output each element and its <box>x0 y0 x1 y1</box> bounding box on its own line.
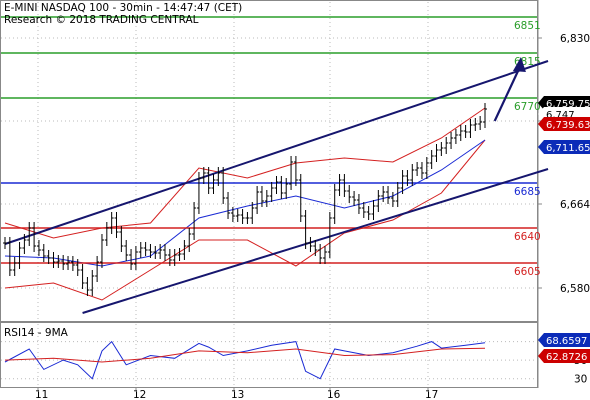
price-tag-last <box>538 96 590 110</box>
x-tick-label: 16 <box>327 389 341 400</box>
rsi-series <box>4 340 486 380</box>
level-label-6770: 6770 <box>514 101 541 113</box>
y-tick-label: 6,830 <box>560 33 590 45</box>
channel-upper-line <box>4 60 549 245</box>
y-tick-label: 6,580 <box>560 283 590 295</box>
price-tag-text-last: 6,759.75 <box>546 99 590 110</box>
price-series <box>3 103 487 296</box>
rsi-tag-rsi <box>538 333 590 347</box>
time-axis: 11 12 13 16 17 <box>35 388 438 400</box>
level-label-6605: 6605 <box>514 266 541 278</box>
dotted-grid <box>1 2 537 387</box>
main-panel-frame <box>0 0 538 322</box>
rsi-tag-rsi_ma <box>538 349 590 363</box>
copyright-text: Research © 2018 TRADING CENTRAL <box>4 14 199 26</box>
level-label-6851: 6851 <box>514 20 541 32</box>
price-tag-text-bb_mid: 6,739.63 <box>546 120 590 131</box>
price-tag-text-ma_blue: 6,711.65 <box>546 143 590 154</box>
rsi-ma-line <box>4 347 486 363</box>
rsi-tag-text-rsi: 68.6597 <box>546 336 587 347</box>
x-tick-label: 12 <box>133 389 146 400</box>
rsi-label: RSI14 - 9MA <box>4 327 69 339</box>
level-label-6640: 6640 <box>514 231 541 243</box>
chart-title: E-MINI NASDAQ 100 - 30min - 14:47:47 (CE… <box>4 2 242 14</box>
forecast-arrow-head <box>512 57 526 72</box>
x-tick-label: 13 <box>231 389 244 400</box>
x-tick-label: 11 <box>35 389 48 400</box>
price-tag-text-bb_upper: 6,747 <box>546 110 575 121</box>
rsi-tag-text-rsi_ma: 62.8726 <box>546 352 587 363</box>
level-label-6685: 6685 <box>514 186 541 198</box>
price-tag-bb_mid <box>538 117 590 131</box>
price-tag-ma_blue <box>538 140 590 154</box>
rsi-panel-frame <box>0 322 538 388</box>
rsi-line <box>4 340 486 380</box>
y-tick-label: 6,664 <box>560 199 590 211</box>
bollinger-upper-line <box>4 107 486 239</box>
forecast-arrow-shaft <box>493 68 520 122</box>
forecast-arrow <box>493 57 526 122</box>
x-tick-label: 17 <box>425 389 438 400</box>
rsi-tick-label: 30 <box>574 374 587 386</box>
